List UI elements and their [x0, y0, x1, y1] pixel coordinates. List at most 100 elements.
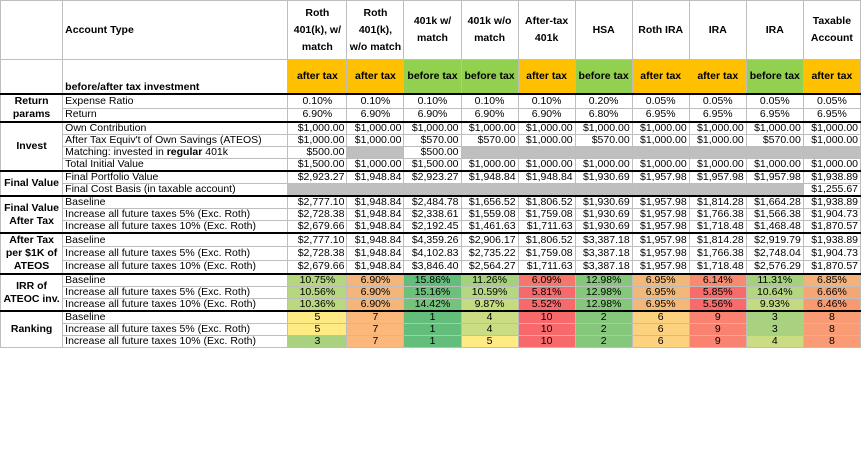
data-cell: $1,759.08	[517, 246, 576, 261]
data-cell: 10	[517, 323, 576, 336]
data-cell: 0.10%	[517, 93, 576, 109]
data-cell: $1,814.28	[688, 195, 747, 209]
row-label: Increase all future taxes 10% (Exc. Roth…	[62, 335, 289, 348]
data-cell: $1,566.38	[745, 208, 804, 221]
data-cell: 0.05%	[631, 93, 690, 109]
row-label: Final Cost Basis (in taxable account)	[62, 183, 289, 197]
data-cell: 6.90%	[346, 298, 405, 312]
data-cell: $2,192.45	[403, 220, 462, 234]
data-cell: 6.95%	[631, 107, 690, 123]
data-cell: 8	[802, 323, 862, 336]
table-row: After Tax per $1K of ATEOS Baseline $2,777…	[0, 232, 862, 275]
data-cell: 12.98%	[574, 273, 633, 287]
row-label-part: 401k	[202, 146, 229, 158]
data-cell	[688, 146, 747, 159]
data-cell: $1,000.00	[517, 158, 576, 172]
data-cell: $1,957.98	[631, 220, 690, 234]
data-cell: $1,957.98	[631, 170, 690, 184]
data-cell: 1	[403, 335, 462, 348]
data-cell: 10.59%	[460, 286, 519, 299]
data-cell: $1,000.00	[688, 134, 747, 147]
data-cell: 6.90%	[346, 286, 405, 299]
column-header: 401k w/o match	[460, 0, 519, 60]
data-cell: 5.56%	[688, 298, 747, 312]
data-cell: $1,000.00	[517, 121, 576, 135]
data-cell: $2,338.61	[403, 208, 462, 221]
data-cell: $2,777.10	[287, 232, 348, 248]
section-group-label: After Tax per $1K of ATEOS	[0, 232, 64, 275]
column-header: After-tax 401k	[517, 0, 576, 60]
row-label: Baseline	[62, 195, 289, 209]
data-cell: $3,387.18	[574, 259, 633, 275]
data-cell: $1,255.67	[802, 183, 862, 197]
row-label: Baseline	[62, 232, 289, 248]
tax-type-cell: before tax	[574, 59, 633, 95]
data-cell: $1,500.00	[403, 158, 462, 172]
section-group-label: Return params	[0, 93, 64, 123]
column-header: Roth IRA	[631, 0, 690, 60]
table-row: Increase all future taxes 5% (Exc. Roth)…	[1, 246, 862, 261]
data-cell: 6.95%	[802, 107, 862, 123]
table-row: After Tax Equiv't of Own Savings (ATEOS)…	[1, 134, 862, 147]
data-cell: $1,000.00	[574, 121, 633, 135]
row-label: Baseline	[62, 273, 289, 287]
row-label: Own Contribution	[62, 121, 289, 135]
tax-type-cell: before tax	[460, 59, 519, 95]
data-cell	[287, 183, 348, 197]
row-label: Final Portfolio Value	[62, 170, 289, 184]
data-cell: 5	[287, 310, 348, 324]
data-cell: 0.05%	[688, 93, 747, 109]
data-cell: $1,957.98	[688, 170, 747, 184]
tax-row-label: before/after tax investment	[62, 59, 289, 95]
data-cell: $1,904.73	[802, 246, 862, 261]
data-cell: 9	[688, 310, 747, 324]
data-cell: $570.00	[460, 134, 519, 147]
table-row: Increase all future taxes 5% (Exc. Roth)…	[1, 323, 862, 336]
row-label: Matching: invested in regular 401k	[62, 146, 289, 159]
data-cell: 12.98%	[574, 286, 633, 299]
data-cell: 0.10%	[460, 93, 519, 109]
table-row: Increase all future taxes 10% (Exc. Roth…	[1, 298, 862, 312]
data-cell: $1,930.69	[574, 170, 633, 184]
data-cell: $1,461.63	[460, 220, 519, 234]
data-cell: $1,938.89	[802, 170, 862, 184]
table-row: Increase all future taxes 5% (Exc. Roth)…	[1, 286, 862, 299]
data-cell: 10.75%	[287, 273, 348, 287]
data-cell	[460, 146, 519, 159]
data-cell: 6.90%	[287, 107, 348, 123]
data-cell	[631, 146, 690, 159]
data-cell	[403, 183, 462, 197]
data-cell: 0.10%	[287, 93, 348, 109]
column-header: IRA	[745, 0, 804, 60]
data-cell: 7	[346, 310, 405, 324]
data-cell: $1,559.08	[460, 208, 519, 221]
data-cell: $1,957.98	[631, 232, 690, 248]
data-cell: 14.42%	[403, 298, 462, 312]
data-cell: $1,468.48	[745, 220, 804, 234]
data-cell: 2	[574, 335, 633, 348]
data-cell	[346, 146, 405, 159]
data-cell: $1,000.00	[802, 121, 862, 135]
tax-type-cell: after tax	[346, 59, 405, 95]
section-group-label: Final Value After Tax	[0, 195, 64, 234]
data-cell: $570.00	[403, 134, 462, 147]
data-cell: 6.80%	[574, 107, 633, 123]
column-header: 401k w/ match	[403, 0, 462, 60]
data-cell: $1,500.00	[287, 158, 348, 172]
data-cell: 1	[403, 310, 462, 324]
table-row: Matching: invested in regular 401k $500.0…	[1, 146, 862, 159]
data-cell: $1,000.00	[346, 134, 405, 147]
section-group-label: Invest	[0, 121, 64, 172]
data-cell: $2,576.29	[745, 259, 804, 275]
data-cell: 10	[517, 335, 576, 348]
data-cell: $1,000.00	[403, 121, 462, 135]
data-cell: 6.95%	[688, 107, 747, 123]
data-cell: 4	[460, 323, 519, 336]
column-header: Roth 401(k), w/ match	[287, 0, 348, 60]
data-cell: $1,938.89	[802, 232, 862, 248]
investment-comparison-table: Account Type Roth 401(k), w/ match Roth 4…	[0, 0, 862, 348]
data-cell: $2,679.66	[287, 259, 348, 275]
row-label: Increase all future taxes 5% (Exc. Roth)	[62, 246, 289, 261]
data-cell: $1,766.38	[688, 246, 747, 261]
data-cell: $1,930.69	[574, 220, 633, 234]
